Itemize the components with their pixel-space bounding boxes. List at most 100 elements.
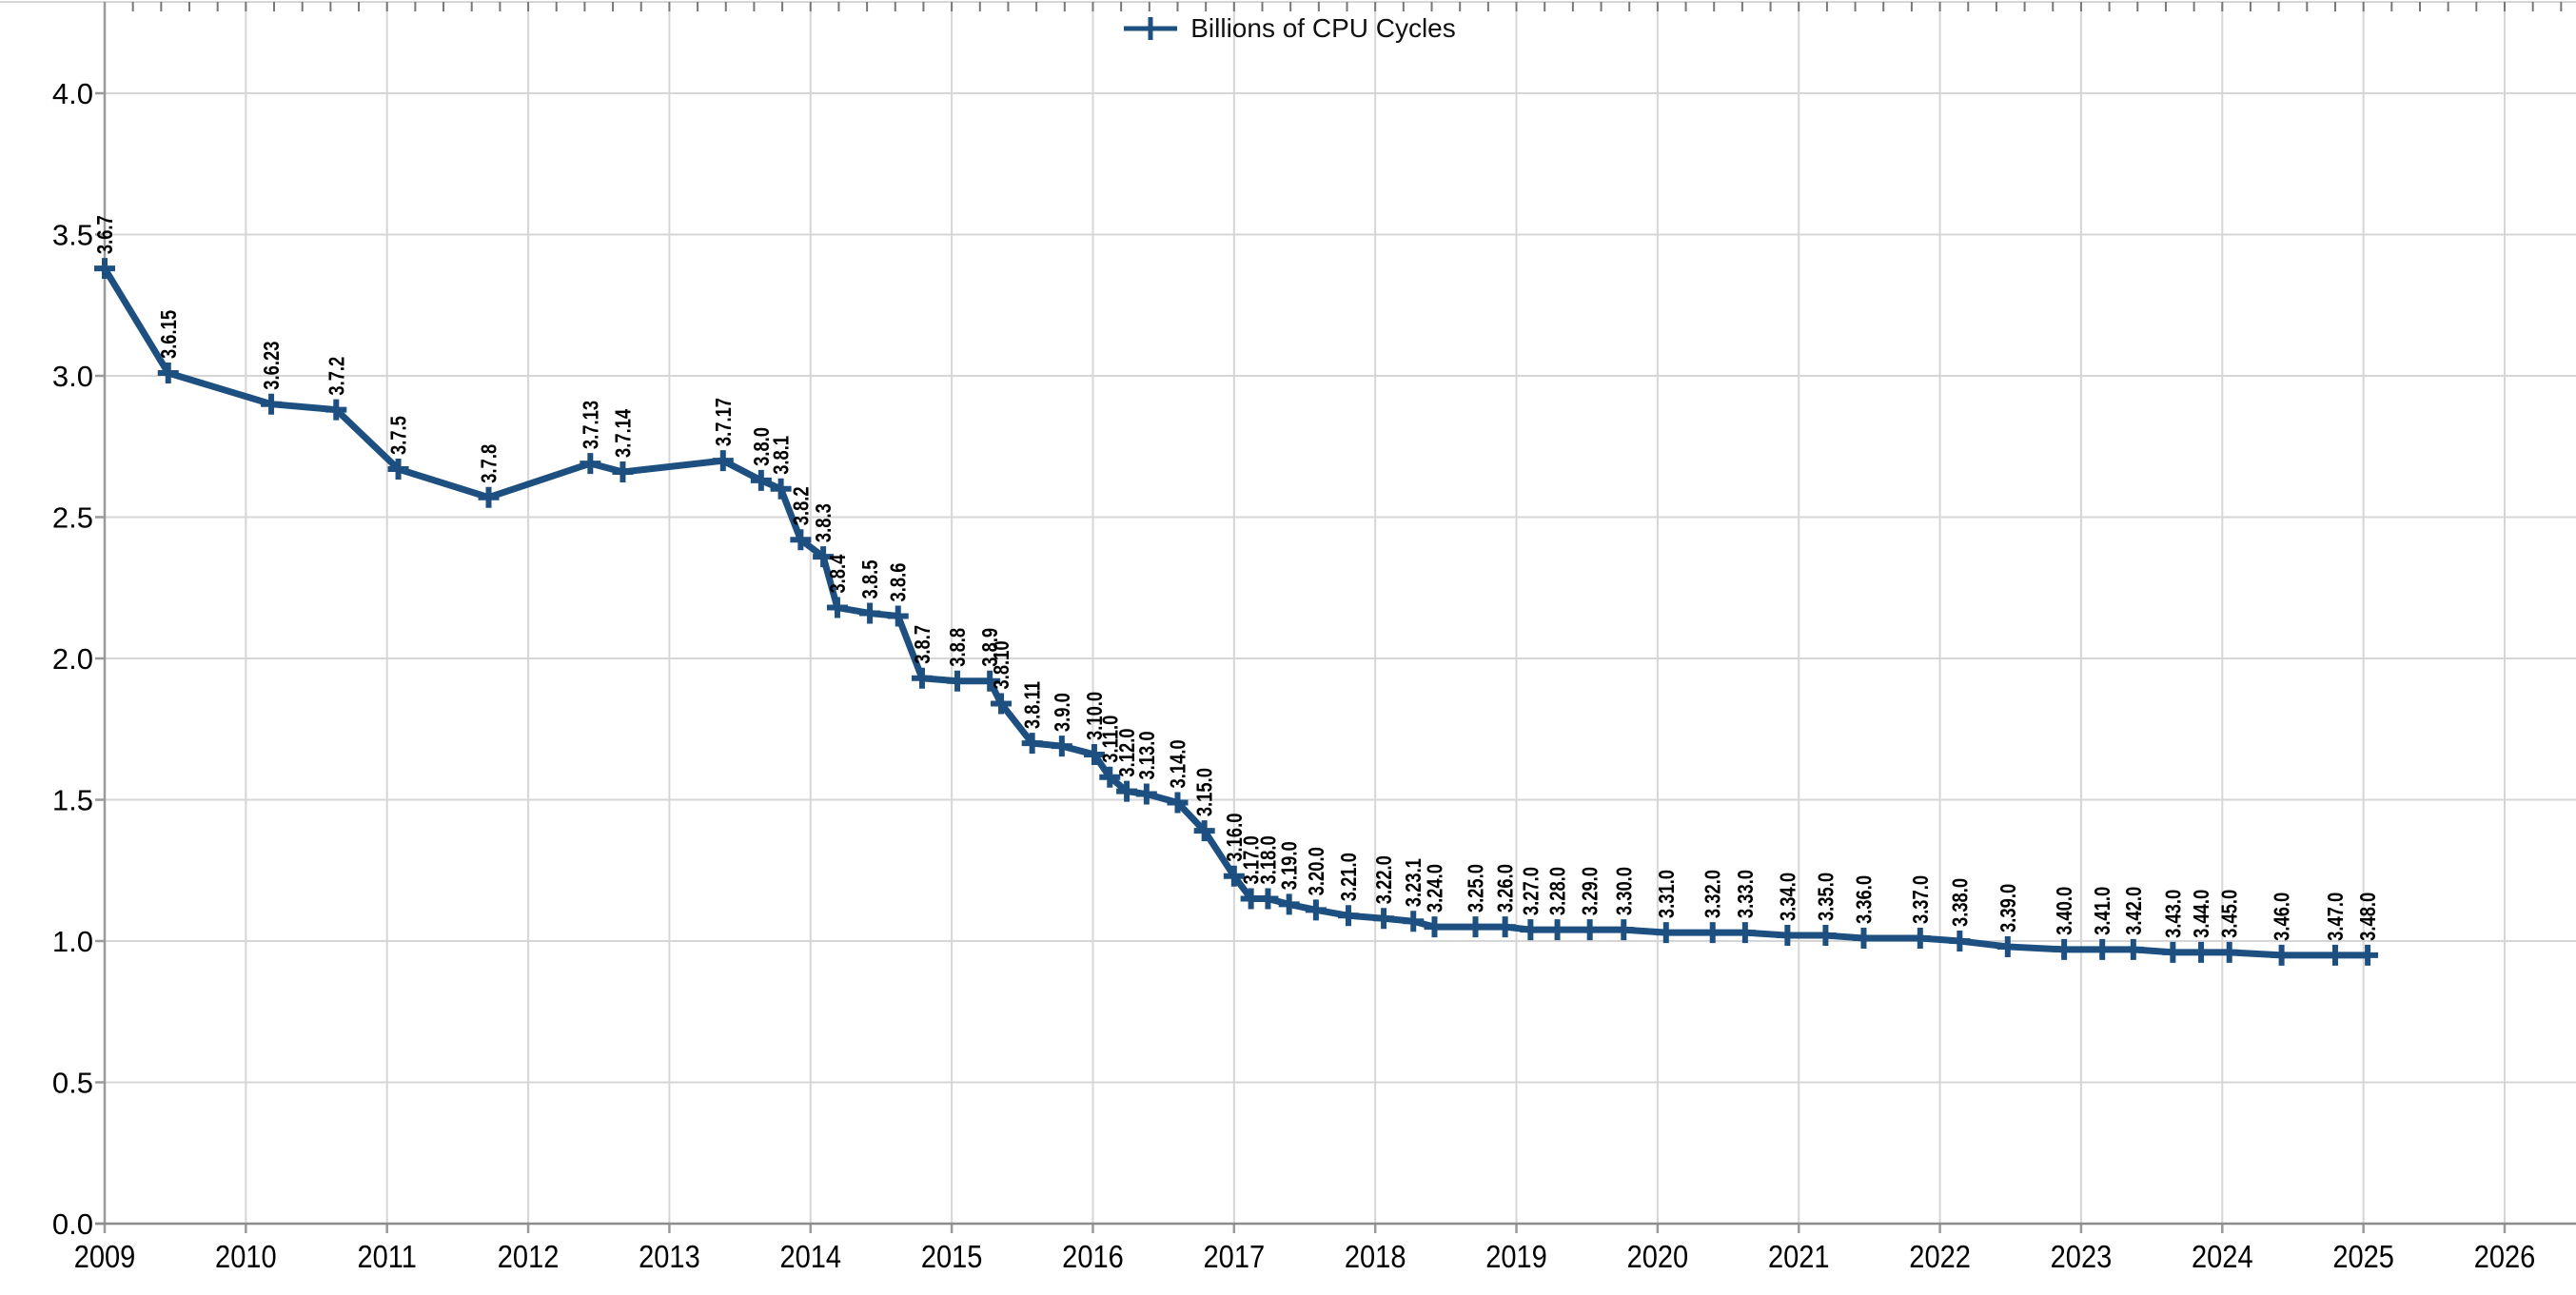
data-point-label: 3.21.0 <box>1337 853 1361 901</box>
y-tick-label: 0.5 <box>52 1067 93 1100</box>
data-point-label: 3.23.1 <box>1402 858 1426 907</box>
data-point-marker <box>770 478 792 500</box>
data-point-label: 3.6.23 <box>260 342 284 390</box>
y-tick-label: 2.0 <box>52 642 93 676</box>
data-point-label: 3.33.0 <box>1734 870 1758 918</box>
x-tick-label: 2021 <box>1768 1239 1830 1274</box>
data-point-label: 3.32.0 <box>1701 870 1725 918</box>
data-point-label: 3.7.17 <box>712 398 736 446</box>
data-point-marker <box>1223 865 1245 887</box>
data-point-marker <box>813 546 835 568</box>
x-tick-label: 2022 <box>1909 1239 1971 1274</box>
y-tick-label: 4.0 <box>52 77 93 110</box>
data-point-label: 3.8.10 <box>990 640 1013 689</box>
data-point-label: 3.38.0 <box>1948 878 1972 927</box>
x-tick-label: 2016 <box>1062 1239 1124 1274</box>
data-point-label: 3.8.11 <box>1021 681 1045 729</box>
data-point-label: 3.27.0 <box>1519 867 1543 915</box>
x-tick-label: 2025 <box>2332 1239 2394 1274</box>
data-point-marker <box>1099 766 1121 788</box>
y-tick-label: 1.0 <box>52 925 93 958</box>
data-point-marker <box>387 459 409 481</box>
data-point-marker <box>1613 919 1635 941</box>
data-point-label: 3.30.0 <box>1612 867 1636 915</box>
data-point-marker <box>887 605 909 627</box>
x-tick-label: 2011 <box>357 1239 416 1274</box>
data-point-label: 3.8.4 <box>826 554 850 593</box>
data-point-marker <box>1135 783 1157 805</box>
data-point-label: 3.11.0 <box>1098 716 1122 763</box>
data-point-label: 3.36.0 <box>1853 875 1877 924</box>
x-tick-label: 2024 <box>2192 1239 2253 1274</box>
data-point-label: 3.31.0 <box>1655 870 1679 918</box>
data-point-marker <box>712 450 734 472</box>
data-point-label: 3.8.8 <box>946 628 970 667</box>
data-point-label: 3.15.0 <box>1193 768 1217 816</box>
data-point-marker <box>1337 905 1359 927</box>
data-point-label: 3.8.3 <box>812 503 836 542</box>
data-point-marker <box>947 670 969 692</box>
data-point-label: 3.39.0 <box>1996 884 2020 932</box>
data-point-marker <box>2218 941 2240 963</box>
data-point-marker <box>1494 916 1516 938</box>
data-point-marker <box>1116 780 1138 802</box>
data-point-label: 3.45.0 <box>2218 890 2242 938</box>
data-point-marker <box>1167 792 1189 814</box>
data-point-label: 3.34.0 <box>1776 873 1799 921</box>
data-point-label: 3.43.0 <box>2161 890 2185 938</box>
data-point-label: 3.24.0 <box>1424 864 1447 912</box>
data-point-marker <box>1083 743 1105 765</box>
data-point-marker <box>1949 931 1971 952</box>
data-point-marker <box>478 486 500 508</box>
data-point-label: 3.8.1 <box>770 436 794 475</box>
x-tick-label: 2026 <box>2474 1239 2536 1274</box>
data-point-marker <box>1305 899 1327 921</box>
x-tick-label: 2009 <box>74 1239 136 1274</box>
y-tick-label: 1.5 <box>52 784 93 817</box>
data-point-label: 3.29.0 <box>1579 867 1603 915</box>
data-point-marker <box>1465 916 1486 938</box>
data-point-marker <box>580 453 601 475</box>
data-point-label: 3.8.5 <box>858 560 882 599</box>
data-point-marker <box>1424 916 1445 938</box>
data-point-marker <box>612 461 634 482</box>
data-point-label: 3.13.0 <box>1135 731 1159 779</box>
data-point-label: 3.48.0 <box>2356 893 2380 941</box>
x-tick-label: 2013 <box>639 1239 700 1274</box>
data-point-marker <box>790 529 812 551</box>
data-point-label: 3.20.0 <box>1305 847 1328 895</box>
data-point-marker <box>2357 944 2379 966</box>
data-point-label: 3.8.2 <box>790 486 814 525</box>
data-point-label: 3.17.0 <box>1240 835 1264 884</box>
data-point-marker <box>1278 893 1300 915</box>
data-point-marker <box>1193 820 1215 842</box>
data-point-label: 3.26.0 <box>1494 864 1518 912</box>
data-point-marker <box>2092 938 2114 960</box>
data-point-label: 3.7.5 <box>387 416 411 455</box>
data-point-marker <box>2162 941 2184 963</box>
data-point-label: 3.46.0 <box>2271 893 2294 941</box>
x-tick-label: 2018 <box>1345 1239 1406 1274</box>
data-point-marker <box>1734 922 1756 944</box>
data-point-marker <box>979 670 1001 692</box>
data-point-marker <box>1021 733 1043 755</box>
data-point-label: 3.7.2 <box>324 357 348 396</box>
data-point-label: 3.8.0 <box>750 427 774 466</box>
data-point-label: 3.7.8 <box>478 444 501 483</box>
data-point-label: 3.25.0 <box>1465 864 1488 912</box>
data-point-marker <box>750 469 772 491</box>
data-point-marker <box>1520 919 1542 941</box>
data-point-marker <box>1909 928 1931 950</box>
data-point-marker <box>1853 928 1875 950</box>
x-tick-label: 2010 <box>215 1239 277 1274</box>
y-tick-label: 3.5 <box>52 219 93 252</box>
data-point-marker <box>991 693 1013 715</box>
data-point-label: 3.12.0 <box>1115 728 1139 776</box>
data-point-marker <box>1579 919 1601 941</box>
data-point-label: 3.9.0 <box>1051 693 1074 732</box>
data-point-label: 3.42.0 <box>2122 887 2146 935</box>
data-point-marker <box>1373 908 1395 930</box>
data-point-label: 3.10.0 <box>1083 692 1107 740</box>
